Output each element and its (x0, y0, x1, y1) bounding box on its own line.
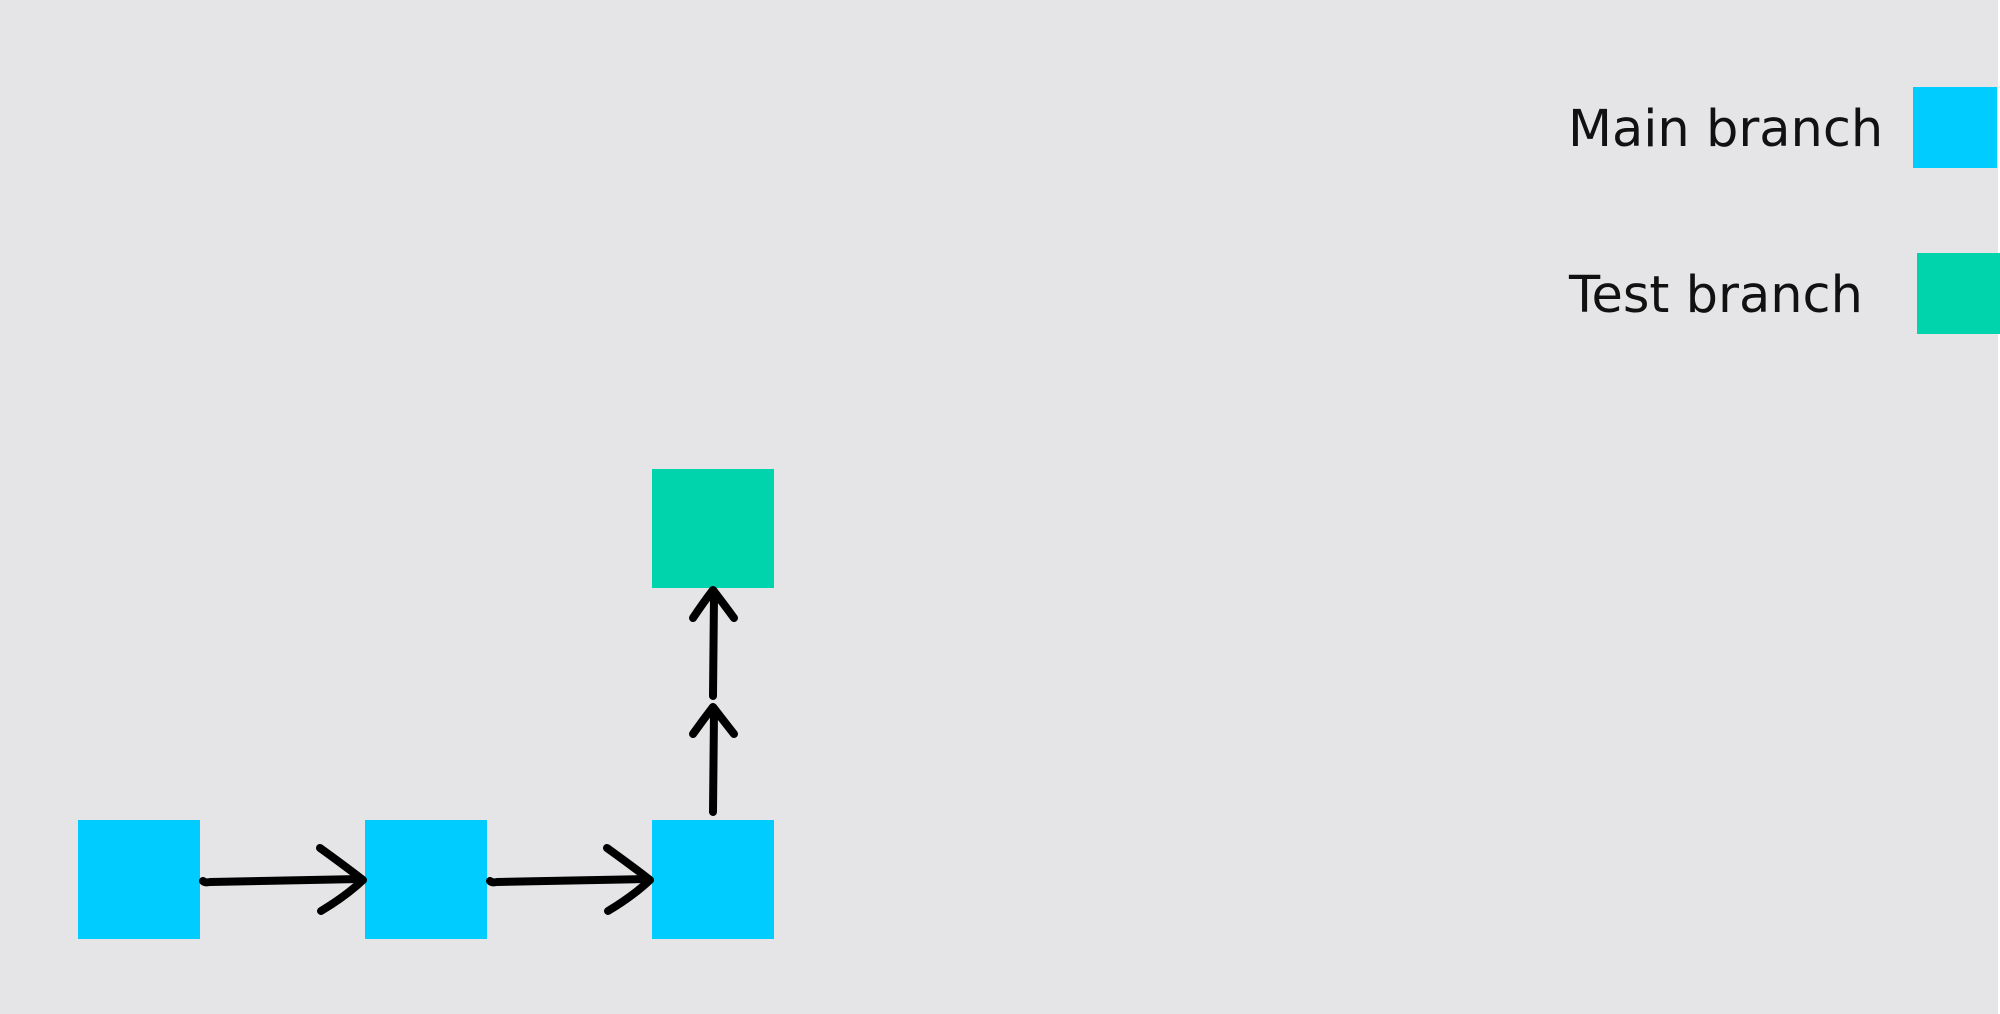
arrow-main-2-to-main-3 (490, 848, 650, 911)
arrow-main-1-to-main-2 (203, 848, 363, 911)
arrow-main-3-to-test-upper (693, 590, 734, 696)
arrow-main-3-to-test-lower (693, 707, 734, 812)
